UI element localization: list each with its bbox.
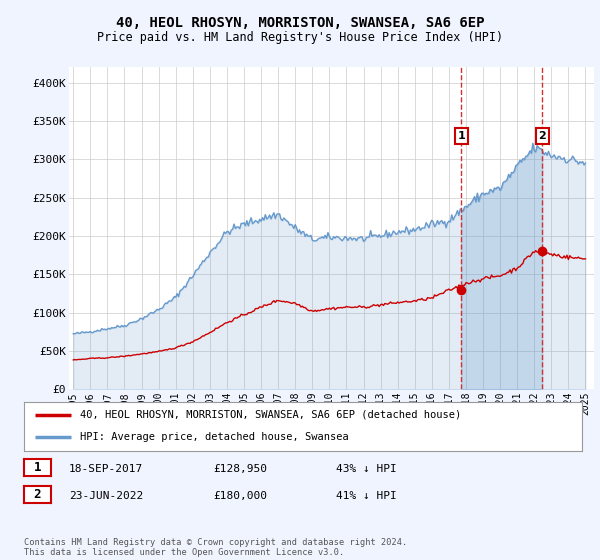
Text: 2: 2 — [34, 488, 41, 501]
Text: 18-SEP-2017: 18-SEP-2017 — [69, 464, 143, 474]
Text: 23-JUN-2022: 23-JUN-2022 — [69, 491, 143, 501]
Text: 43% ↓ HPI: 43% ↓ HPI — [336, 464, 397, 474]
Text: 1: 1 — [34, 461, 41, 474]
Text: Contains HM Land Registry data © Crown copyright and database right 2024.
This d: Contains HM Land Registry data © Crown c… — [24, 538, 407, 557]
Text: Price paid vs. HM Land Registry's House Price Index (HPI): Price paid vs. HM Land Registry's House … — [97, 31, 503, 44]
Text: £180,000: £180,000 — [213, 491, 267, 501]
Text: £128,950: £128,950 — [213, 464, 267, 474]
Text: 2: 2 — [538, 131, 546, 141]
Text: 41% ↓ HPI: 41% ↓ HPI — [336, 491, 397, 501]
Text: 40, HEOL RHOSYN, MORRISTON, SWANSEA, SA6 6EP (detached house): 40, HEOL RHOSYN, MORRISTON, SWANSEA, SA6… — [80, 410, 461, 420]
Text: 40, HEOL RHOSYN, MORRISTON, SWANSEA, SA6 6EP: 40, HEOL RHOSYN, MORRISTON, SWANSEA, SA6… — [116, 16, 484, 30]
Text: 1: 1 — [457, 131, 465, 141]
Text: HPI: Average price, detached house, Swansea: HPI: Average price, detached house, Swan… — [80, 432, 349, 442]
